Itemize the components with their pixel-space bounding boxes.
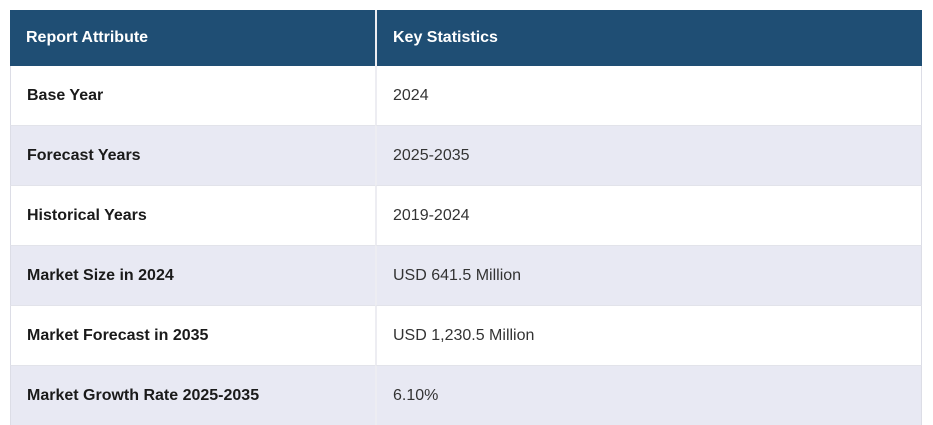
header-row: Report Attribute Key Statistics xyxy=(10,10,922,66)
report-statistics-table: Report Attribute Key Statistics Base Yea… xyxy=(10,10,922,425)
attribute-cell: Forecast Years xyxy=(10,126,375,186)
value-cell: 2024 xyxy=(375,66,922,126)
value-cell: 2025-2035 xyxy=(375,126,922,186)
table-row: Forecast Years 2025-2035 xyxy=(10,126,922,186)
table-row: Market Growth Rate 2025-2035 6.10% xyxy=(10,366,922,425)
table-header: Report Attribute Key Statistics xyxy=(10,10,922,66)
table-row: Market Size in 2024 USD 641.5 Million xyxy=(10,246,922,306)
value-cell: USD 641.5 Million xyxy=(375,246,922,306)
header-cell-key-statistics: Key Statistics xyxy=(375,10,922,66)
table-row: Historical Years 2019-2024 xyxy=(10,186,922,246)
value-cell: 6.10% xyxy=(375,366,922,425)
attribute-cell: Historical Years xyxy=(10,186,375,246)
attribute-cell: Market Forecast in 2035 xyxy=(10,306,375,366)
attribute-cell: Market Size in 2024 xyxy=(10,246,375,306)
value-cell: USD 1,230.5 Million xyxy=(375,306,922,366)
header-cell-report-attribute: Report Attribute xyxy=(10,10,375,66)
table-row: Base Year 2024 xyxy=(10,66,922,126)
attribute-cell: Market Growth Rate 2025-2035 xyxy=(10,366,375,425)
table-body: Base Year 2024 Forecast Years 2025-2035 … xyxy=(10,66,922,425)
attribute-cell: Base Year xyxy=(10,66,375,126)
table-row: Market Forecast in 2035 USD 1,230.5 Mill… xyxy=(10,306,922,366)
value-cell: 2019-2024 xyxy=(375,186,922,246)
